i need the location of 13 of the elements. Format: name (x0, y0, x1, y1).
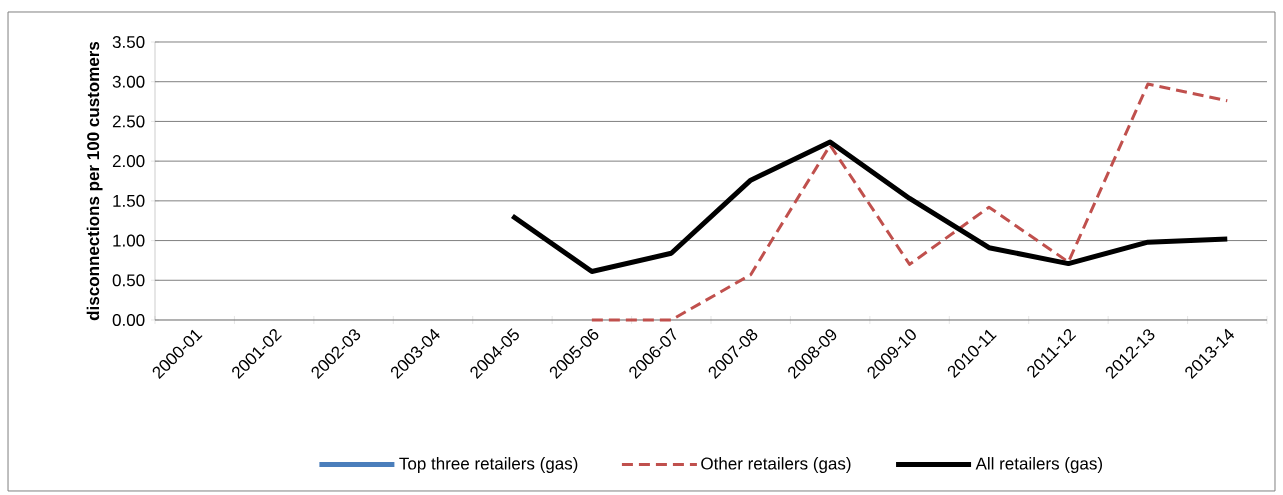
legend-label: All retailers (gas) (975, 457, 1103, 473)
y-tick-label: 0.00 (112, 313, 145, 327)
y-tick-label: 2.50 (112, 115, 145, 128)
y-tick-label: 2.00 (112, 155, 145, 168)
line-series (590, 82, 1229, 322)
legend-label: Other retailers (gas) (701, 457, 851, 473)
y-tick-label: 3.00 (112, 75, 145, 88)
y-tick-label: 3.50 (112, 35, 145, 49)
legend-label: Top three retailers (gas) (399, 457, 578, 473)
y-axis-title: disconnections per 100 customers (86, 41, 103, 321)
y-tick-label: 1.00 (113, 234, 145, 247)
y-tick-label: 1.50 (113, 194, 145, 207)
y-tick-label: 0.50 (112, 274, 145, 287)
